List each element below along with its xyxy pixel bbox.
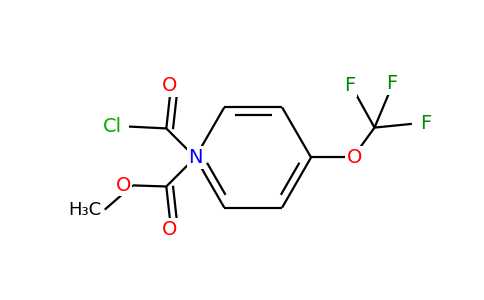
Text: Cl: Cl bbox=[103, 117, 122, 136]
Text: O: O bbox=[116, 176, 131, 195]
Text: O: O bbox=[162, 76, 178, 95]
Text: O: O bbox=[347, 148, 362, 167]
Text: H₃C: H₃C bbox=[69, 201, 102, 219]
Text: N: N bbox=[188, 148, 203, 167]
Text: F: F bbox=[386, 74, 397, 93]
Text: F: F bbox=[345, 76, 356, 95]
Text: F: F bbox=[420, 114, 431, 134]
Text: O: O bbox=[162, 220, 178, 239]
